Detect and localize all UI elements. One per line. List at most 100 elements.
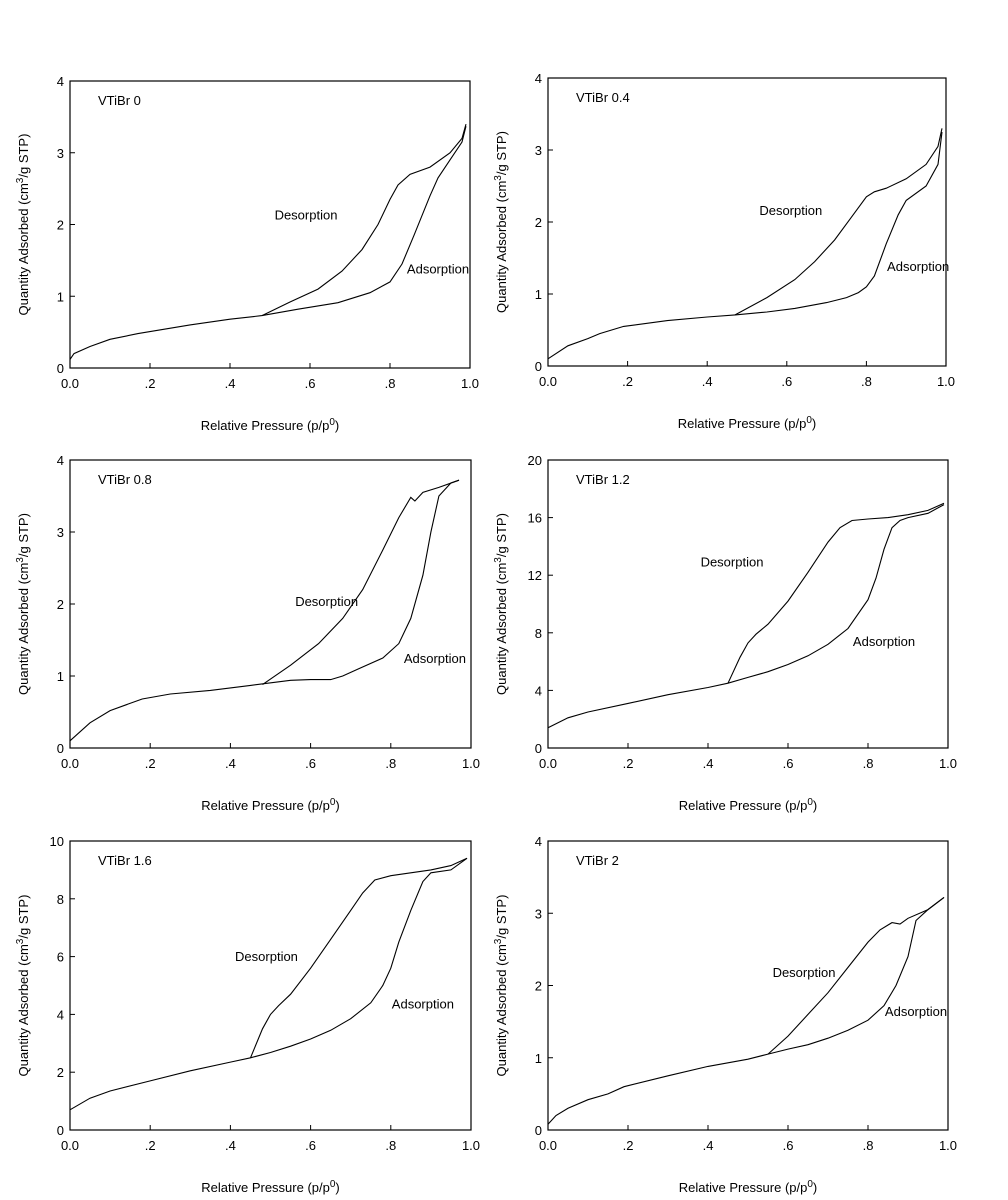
y-tick-label: 4 [57, 1007, 64, 1022]
x-axis-label: Relative Pressure (p/p0) [201, 1179, 340, 1195]
x-tick-label: 0.0 [61, 756, 79, 771]
y-tick-label: 8 [535, 626, 542, 641]
x-axis-label: Relative Pressure (p/p0) [679, 1179, 818, 1195]
y-tick-label: 3 [535, 906, 542, 921]
x-axis-label: Relative Pressure (p/p0) [201, 797, 340, 813]
y-tick-label: 10 [50, 834, 64, 849]
y-tick-label: 4 [535, 71, 542, 86]
x-tick-label: .2 [622, 374, 633, 389]
chart-panel-3: 0.0 .2 .4 .6 .8 1.0 0 1 2 3 4 Relative Pressure (p/… [15, 453, 480, 813]
y-tick-label: 2 [535, 979, 542, 994]
x-tick-label: .8 [861, 374, 872, 389]
y-tick-label: 3 [535, 143, 542, 158]
x-tick-label: .8 [863, 1138, 874, 1153]
series-line-adsorption [69, 479, 460, 742]
y-axis-label: Quantity Adsorbed (cm3/g STP) [493, 513, 509, 695]
plot-frame [69, 80, 471, 369]
x-tick-label: .8 [385, 756, 396, 771]
x-tick-label: .8 [863, 756, 874, 771]
x-tick-label: .2 [623, 756, 634, 771]
x-tick-label: .6 [305, 1138, 316, 1153]
series-line-desorption [767, 896, 945, 1055]
annotation-desorption: Desorption [235, 949, 298, 964]
y-tick-label: 2 [57, 597, 64, 612]
x-tick-label: .4 [225, 1138, 236, 1153]
y-axis-label: Quantity Adsorbed (cm3/g STP) [493, 895, 509, 1077]
y-tick-label: 1 [57, 669, 64, 684]
x-tick-label: .6 [305, 756, 316, 771]
x-tick-label: 1.0 [939, 756, 957, 771]
y-tick-label: 12 [528, 568, 542, 583]
chart-panel-1: 0.0 .2 .4 .6 .8 1.0 0 1 2 3 4 Relative Pressure (p/… [15, 74, 479, 433]
x-tick-label: .2 [623, 1138, 634, 1153]
plot-frame [69, 459, 472, 749]
series-line-adsorption [547, 131, 943, 360]
chart-panel-4: 0.0 .2 .4 .6 .8 1.0 0 4 8 12 16 20 Relative Pressure… [493, 453, 957, 813]
x-tick-label: .4 [225, 756, 236, 771]
x-tick-label: .4 [703, 756, 714, 771]
series-line-desorption [734, 128, 943, 316]
y-tick-label: 4 [57, 74, 64, 89]
y-tick-label: 0 [57, 741, 64, 756]
annotation-desorption: Desorption [295, 594, 358, 609]
y-axis-label: Quantity Adsorbed (cm3/g STP) [15, 895, 31, 1077]
x-tick-label: 1.0 [937, 374, 955, 389]
y-tick-label: 6 [57, 950, 64, 965]
y-tick-label: 0 [535, 359, 542, 374]
y-tick-label: 4 [535, 834, 542, 849]
x-tick-label: .6 [783, 1138, 794, 1153]
x-tick-label: .2 [145, 376, 156, 391]
y-axis-label: Quantity Adsorbed (cm3/g STP) [493, 131, 509, 313]
x-tick-label: 0.0 [539, 374, 557, 389]
x-tick-label: .8 [385, 1138, 396, 1153]
x-tick-label: 1.0 [939, 1138, 957, 1153]
annotation-adsorption: Adsorption [885, 1004, 947, 1019]
x-tick-label: .8 [385, 376, 396, 391]
x-tick-label: 1.0 [462, 756, 480, 771]
annotation-adsorption: Adsorption [407, 261, 469, 276]
panel-title: VTiBr 1.6 [98, 853, 152, 868]
x-tick-label: 0.0 [539, 756, 557, 771]
plot-frame [547, 840, 949, 1131]
annotation-desorption: Desorption [701, 555, 764, 570]
series-line-desorption [261, 123, 467, 317]
panel-title: VTiBr 0 [98, 93, 141, 108]
panel-title: VTiBr 0.8 [98, 472, 152, 487]
panel-title: VTiBr 1.2 [576, 472, 630, 487]
y-tick-label: 2 [57, 1065, 64, 1080]
y-tick-label: 4 [535, 683, 542, 698]
x-tick-label: 0.0 [61, 376, 79, 391]
x-axis-label: Relative Pressure (p/p0) [201, 417, 340, 433]
x-tick-label: .2 [145, 1138, 156, 1153]
annotation-desorption: Desorption [773, 965, 836, 980]
y-tick-label: 0 [57, 1123, 64, 1138]
plot-frame [547, 77, 947, 367]
series-line-adsorption [547, 896, 945, 1125]
annotation-adsorption: Adsorption [853, 634, 915, 649]
y-tick-label: 16 [528, 511, 542, 526]
y-tick-label: 2 [535, 215, 542, 230]
plot-frame [69, 840, 472, 1131]
x-axis-label: Relative Pressure (p/p0) [678, 415, 817, 431]
y-tick-label: 20 [528, 453, 542, 468]
y-tick-label: 0 [535, 1123, 542, 1138]
y-axis-label: Quantity Adsorbed (cm3/g STP) [15, 513, 31, 695]
x-tick-label: .2 [145, 756, 156, 771]
chart-panel-6: 0.0 .2 .4 .6 .8 1.0 0 1 2 3 4 Relative Pressure (p/… [493, 834, 957, 1195]
y-tick-label: 0 [535, 741, 542, 756]
x-tick-label: 1.0 [462, 1138, 480, 1153]
y-tick-label: 0 [57, 361, 64, 376]
x-tick-label: .4 [703, 1138, 714, 1153]
y-tick-label: 3 [57, 146, 64, 161]
annotation-adsorption: Adsorption [404, 651, 466, 666]
y-tick-label: 3 [57, 525, 64, 540]
y-tick-label: 4 [57, 453, 64, 468]
x-axis-label: Relative Pressure (p/p0) [679, 797, 818, 813]
chart-panel-2: 0.0 .2 .4 .6 .8 1.0 0 1 2 3 4 Relative Pressure (p/… [493, 71, 955, 431]
series-line-adsorption [69, 857, 468, 1111]
series-line-desorption [249, 857, 468, 1059]
series-line-adsorption [69, 126, 467, 360]
y-tick-label: 1 [535, 287, 542, 302]
annotation-desorption: Desorption [275, 207, 338, 222]
